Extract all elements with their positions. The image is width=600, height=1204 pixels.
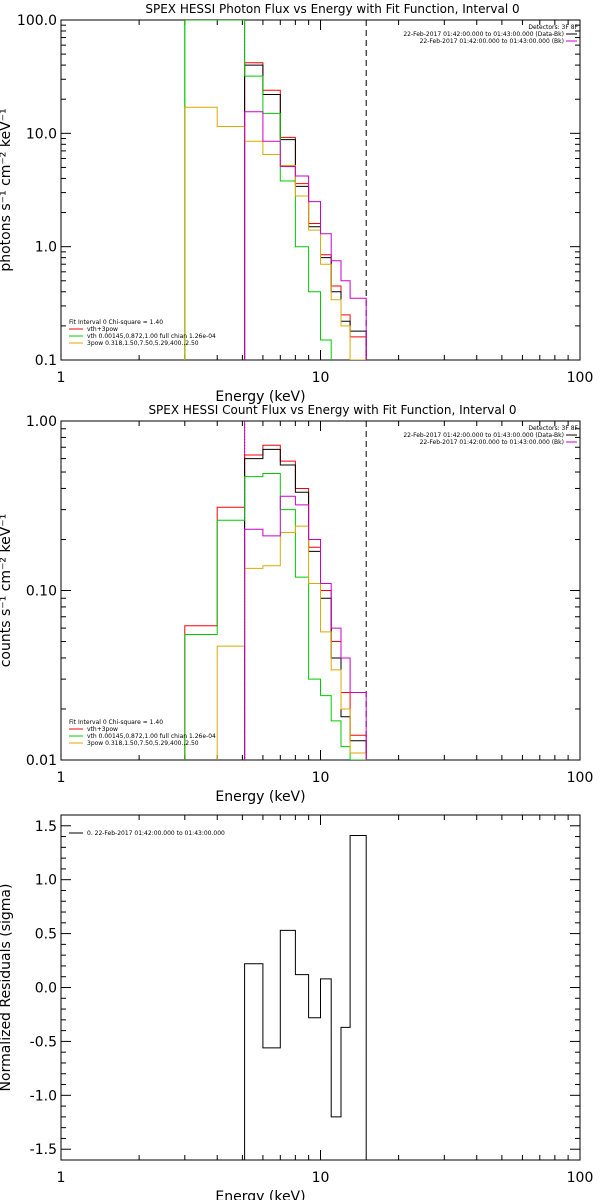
legend-bottom: Fit Interval 0 Chi-square = 1.40vth+3pow… [69,719,216,747]
y-axis-label: counts s⁻¹ cm⁻² keV⁻¹ [0,514,14,668]
plot-area [244,835,367,1160]
fit-summary: Fit Interval 0 Chi-square = 1.40 [69,319,163,326]
chart-title: SPEX HESSI Count Flux vs Energy with Fit… [148,403,516,417]
chart-panel-2: SPEX HESSI Count Flux vs Energy with Fit… [0,403,593,805]
legend-entry: 22-Feb-2017 01:42:00.000 to 01:43:00.000… [420,38,564,45]
x-tick-label: 10 [312,1170,330,1186]
y-tick-label: -1.0 [30,1088,57,1104]
y-axis: -1.5 -1.0 -0.5 0.0 0.5 1.0 1.5 Normalized Resid… [0,819,580,1158]
x-tick-label: 100 [567,370,594,386]
series-data-bk [244,64,367,360]
legend-bottom: Fit Interval 0 Chi-square = 1.40vth+3pow… [69,319,216,347]
plot-area [184,20,367,360]
series-vth [184,20,332,360]
chart-panel-1: SPEX HESSI Photon Flux vs Energy with Fi… [0,2,593,405]
y-tick-label: 0.01 [26,753,57,769]
x-tick-label: 100 [567,770,594,786]
plot-area [184,421,367,760]
y-tick-label: 0.0 [35,981,57,997]
series-0-22-feb-2017-01-42-00-000-to-01-43-00-000 [244,835,367,1160]
series-bk [244,111,367,360]
legend-entry: 3pow 0.318,1.50,7.50,5.29,400.,2.50 [87,340,199,347]
legend-entry: vth 0.00145,0.872,1.00 full chian 1.26e-… [87,333,216,340]
legend-entry: vth 0.00145,0.872,1.00 full chian 1.26e-… [87,733,216,740]
series-vth [184,473,367,760]
legend-top: 0. 22-Feb-2017 01:42:00.000 to 01:43:00.… [69,830,225,837]
legend-header: Detectors: 3F 8F [528,24,578,31]
legend-entry: vth+3pow [87,726,118,733]
x-tick-label: 10 [312,370,330,386]
series-data-bk [244,448,367,760]
legend-entry: vth+3pow [87,326,118,333]
legend-entry: 22-Feb-2017 01:42:00.000 to 01:43:00.000… [403,31,564,38]
x-tick-label: 1 [57,770,66,786]
legend-entry: 22-Feb-2017 01:42:00.000 to 01:43:00.000… [403,432,564,439]
series-vth-3pow [184,444,367,760]
y-tick-label: 0.1 [35,353,57,369]
x-tick-label: 100 [567,1170,594,1186]
x-tick-label: 10 [312,770,330,786]
y-tick-label: -0.5 [30,1034,57,1050]
series-bk [244,495,367,760]
x-tick-label: 1 [57,370,66,386]
x-axis-label: Energy (keV) [215,1189,305,1200]
x-axis-label: Energy (keV) [215,789,305,805]
y-tick-label: 1.5 [35,819,57,835]
y-tick-label: 100.0 [17,13,57,29]
legend-entry: 0. 22-Feb-2017 01:42:00.000 to 01:43:00.… [87,830,225,837]
series-3pow [216,525,367,760]
y-axis-label: photons s⁻¹ cm⁻² keV⁻¹ [0,108,14,271]
y-axis: 0.01 0.10 1.00 counts s⁻¹ cm⁻² keV⁻¹ [0,414,580,769]
legend-entry: 3pow 0.318,1.50,7.50,5.29,400.,2.50 [87,740,199,747]
y-tick-label: 1.0 [35,873,57,889]
y-axis: 0.1 1.0 10.0 100.0 photons s⁻¹ cm⁻² keV⁻¹ [0,13,580,369]
x-tick-label: 1 [57,1170,66,1186]
x-axis: 1 10 100 Energy (keV) [57,815,594,1204]
series-3pow [184,106,367,360]
y-tick-label: 10.0 [26,126,57,142]
y-tick-label: -1.5 [30,1142,57,1158]
x-axis: 1 10 100 Energy (keV) [57,20,594,405]
x-axis-label: Energy (keV) [215,389,305,405]
y-tick-label: 1.0 [35,240,57,256]
fit-summary: Fit Interval 0 Chi-square = 1.40 [69,719,163,726]
y-tick-label: 0.10 [26,584,57,600]
y-tick-label: 0.5 [35,927,57,943]
y-axis-label: Normalized Residuals (sigma) [0,884,14,1092]
x-axis: 1 10 100 Energy (keV) [57,421,594,805]
chart-title: SPEX HESSI Photon Flux vs Energy with Fi… [145,2,519,16]
y-tick-label: 1.00 [26,414,57,430]
series-vth-3pow [244,62,367,360]
legend-header: Detectors: 3F 8F [528,425,578,432]
legend-entry: 22-Feb-2017 01:42:00.000 to 01:43:00.000… [420,439,564,446]
